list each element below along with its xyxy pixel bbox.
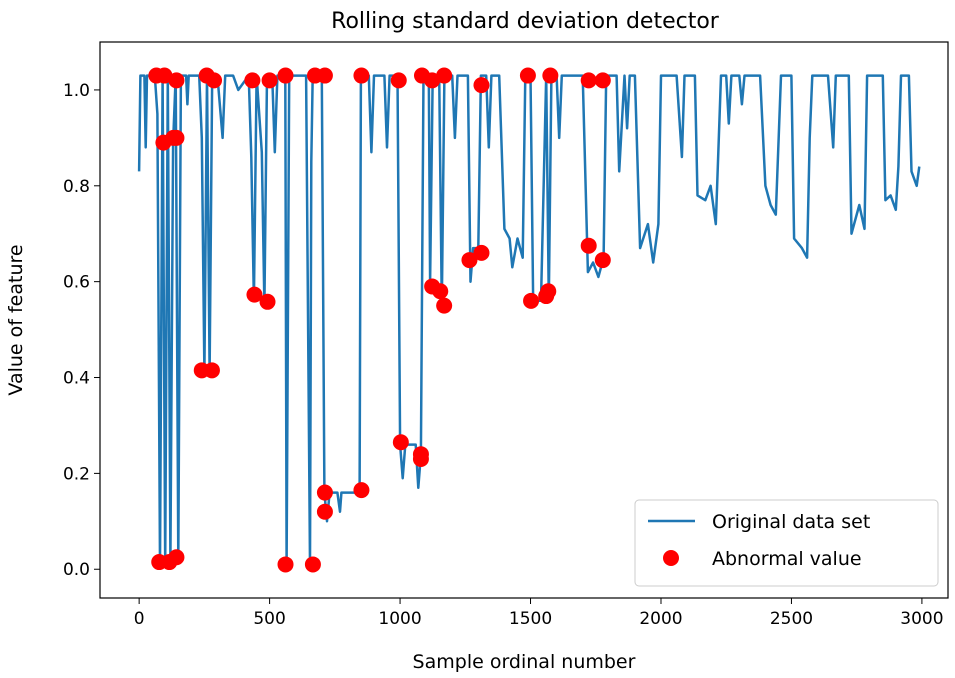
x-tick-label: 1500 (509, 609, 552, 629)
abnormal-value-point (261, 72, 278, 89)
abnormal-value-point (304, 556, 321, 573)
abnormal-value-point (277, 67, 294, 84)
abnormal-value-point (461, 252, 478, 269)
abnormal-value-point (519, 67, 536, 84)
abnormal-value-point (412, 451, 429, 467)
series-original-data-set (137, 74, 921, 566)
y-tick-label: 0.0 (63, 560, 90, 580)
abnormal-value-point (246, 286, 263, 303)
x-tick-label: 2500 (770, 609, 813, 629)
abnormal-value-point (540, 283, 557, 300)
abnormal-value-point (594, 72, 611, 89)
abnormal-value-point (316, 503, 333, 520)
abnormal-value-point (424, 72, 441, 89)
y-tick-label: 0.6 (63, 273, 90, 293)
y-tick-label: 0.4 (63, 369, 90, 389)
abnormal-value-point (353, 482, 370, 499)
abnormal-value-point (203, 362, 220, 379)
plot-frame (99, 41, 949, 599)
x-axis-label: Sample ordinal number (413, 651, 636, 673)
x-tick-label: 1000 (378, 609, 421, 629)
abnormal-value-point (168, 72, 185, 89)
abnormal-value-point (316, 484, 333, 501)
abnormal-value-point (168, 549, 185, 566)
y-axis-label: Value of feature (5, 244, 27, 395)
abnormal-value-point (353, 67, 370, 84)
abnormal-value-point (316, 67, 333, 84)
y-tick-label: 1.0 (63, 81, 90, 101)
abnormal-value-point (594, 252, 611, 269)
abnormal-value-point (390, 72, 407, 89)
legend-dot-marker (663, 550, 679, 566)
abnormal-value-point (277, 556, 294, 573)
abnormal-value-point (580, 237, 597, 254)
abnormal-value-point (244, 72, 261, 89)
legend-label-abnormal: Abnormal value (712, 548, 862, 570)
x-tick-label: 3000 (900, 609, 943, 629)
abnormal-value-point (542, 67, 559, 84)
original-data-line (137, 74, 921, 566)
series-abnormal-value (148, 67, 611, 573)
x-tick-label: 2000 (639, 609, 682, 629)
legend-box (634, 499, 939, 587)
abnormal-value-point (432, 283, 449, 300)
abnormal-value-point (580, 72, 597, 89)
abnormal-value-point (473, 244, 490, 261)
abnormal-value-point (436, 67, 453, 84)
abnormal-value-point (206, 72, 223, 89)
y-tick-label: 0.2 (63, 464, 90, 484)
x-tick-label: 0 (134, 609, 145, 629)
abnormal-value-point (168, 129, 185, 146)
y-axis: 0.0 0.2 0.4 0.6 0.8 1.0 (63, 81, 100, 580)
y-tick-label: 0.8 (63, 177, 90, 197)
abnormal-value-point (156, 67, 173, 84)
legend-label-original: Original data set (712, 511, 870, 533)
x-axis: 0 500 1000 1500 2000 2500 3000 (134, 598, 944, 629)
abnormal-value-point (473, 77, 490, 94)
abnormal-value-point (436, 297, 453, 314)
legend: Original data set Abnormal value (634, 499, 939, 587)
abnormal-value-point (392, 434, 409, 451)
chart-title: Rolling standard deviation detector (331, 9, 720, 34)
abnormal-value-point (259, 293, 276, 310)
x-tick-label: 500 (253, 609, 285, 629)
abnormal-value-point (523, 292, 540, 309)
